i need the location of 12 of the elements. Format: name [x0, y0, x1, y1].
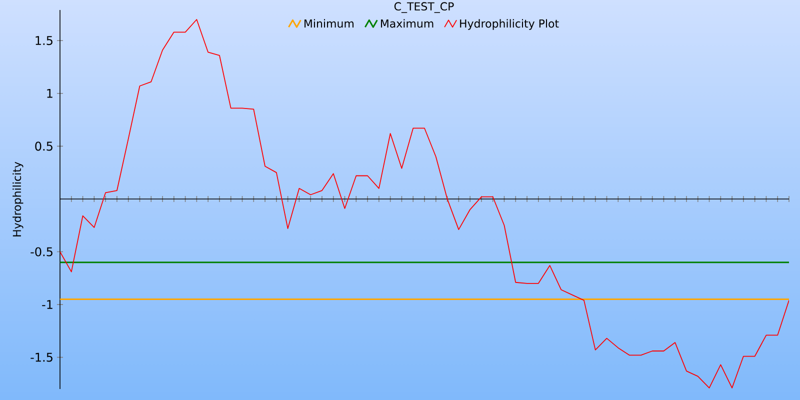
y-tick-label: -1.5: [30, 352, 52, 362]
y-tick-label: 1.5: [36, 36, 52, 46]
legend-label: Hydrophilicity Plot: [460, 19, 559, 30]
legend-label: Minimum: [304, 19, 354, 28]
legend-label: Maximum: [380, 19, 434, 28]
y-tick-label: -1: [42, 300, 52, 309]
y-tick-label: -0.5: [30, 247, 52, 256]
chart-title: C_TEST_CP: [394, 2, 454, 13]
y-axis-title: Hydrophilicity: [12, 162, 24, 236]
line-series: [60, 19, 790, 388]
y-tick-label: 0.5: [35, 142, 52, 151]
y-tick-label: 1: [47, 89, 52, 98]
